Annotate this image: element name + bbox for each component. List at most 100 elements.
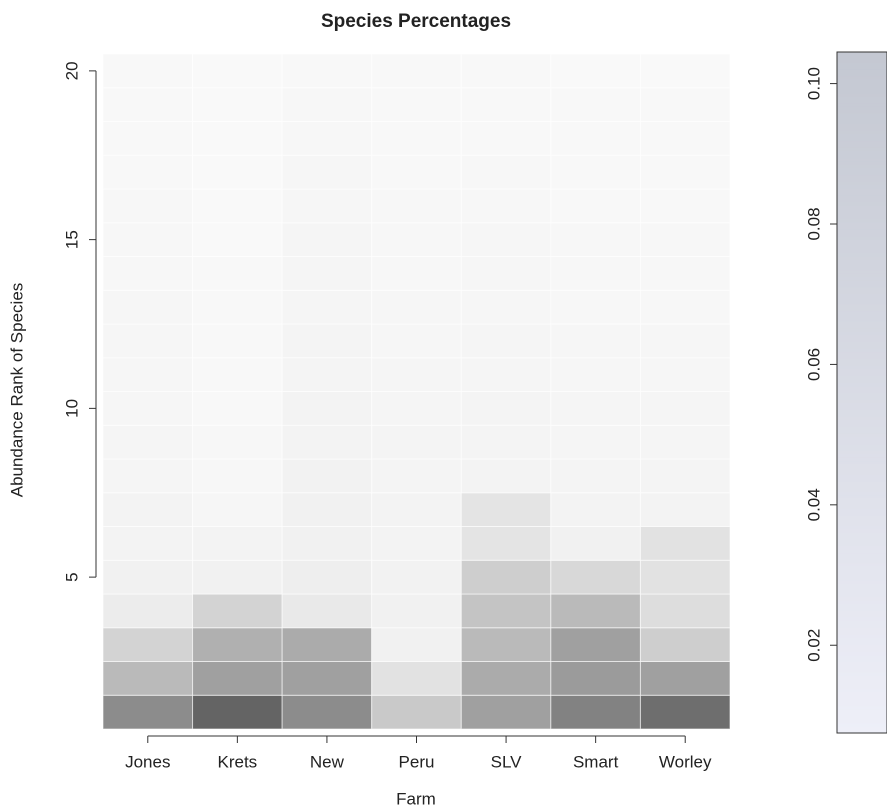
colorbar-strip (837, 259, 887, 264)
heat-cell (281, 53, 373, 89)
heat-cell (639, 424, 731, 460)
heat-cell (550, 492, 641, 527)
colorbar-strip (837, 688, 887, 693)
heat-cell (371, 458, 462, 494)
colorbar-strip (837, 341, 887, 346)
colorbar-strip (837, 201, 887, 206)
y-tick-label: 20 (62, 61, 81, 80)
heat-cell (550, 458, 641, 494)
heat-cell (460, 357, 552, 392)
heat-cell (102, 627, 194, 662)
colorbar-strip (837, 191, 887, 196)
heat-cell (639, 391, 731, 426)
heat-cell (281, 121, 373, 156)
colorbar-strip (837, 617, 887, 622)
colorbar-strip (837, 120, 887, 125)
heat-cell (639, 357, 731, 392)
colorbar-strip (837, 576, 887, 581)
colorbar-strip (837, 644, 887, 649)
heat-cell (550, 661, 641, 696)
heat-cell (192, 87, 283, 122)
x-tick-label: New (310, 752, 345, 771)
colorbar-strip (837, 545, 887, 550)
colorbar-strip (837, 365, 887, 370)
heat-cell (639, 121, 731, 156)
colorbar-strip (837, 109, 887, 114)
colorbar-tick-label: 0.08 (804, 207, 823, 240)
colorbar-strip (837, 361, 887, 366)
colorbar-strip (837, 651, 887, 656)
colorbar-strip (837, 487, 887, 492)
colorbar-strip (837, 494, 887, 499)
heat-cell (550, 627, 641, 662)
colorbar-strip (837, 143, 887, 148)
heat-cell (281, 627, 373, 662)
colorbar-strip (837, 89, 887, 94)
colorbar-strip (837, 477, 887, 482)
colorbar-strip (837, 181, 887, 186)
heat-cell (192, 424, 283, 460)
colorbar-strip (837, 528, 887, 533)
colorbar-strip (837, 266, 887, 271)
colorbar-strip (837, 457, 887, 462)
colorbar-strip (837, 327, 887, 332)
colorbar-strip (837, 712, 887, 717)
heat-cell (102, 256, 194, 291)
colorbar-strip (837, 331, 887, 336)
heat-cell (639, 458, 731, 494)
colorbar-strip (837, 726, 887, 731)
colorbar-strip (837, 218, 887, 223)
colorbar-strip (837, 566, 887, 571)
colorbar-strip (837, 474, 887, 479)
heat-cell (281, 154, 373, 190)
colorbar-strip (837, 167, 887, 172)
colorbar-strip (837, 174, 887, 179)
colorbar-strip (837, 641, 887, 645)
colorbar-strip (837, 552, 887, 557)
colorbar-tick-label: 0.10 (804, 67, 823, 100)
heat-cell (102, 222, 194, 257)
colorbar-strip (837, 58, 887, 63)
colorbar-strip (837, 368, 887, 373)
colorbar-strip (837, 164, 887, 169)
colorbar-strip (837, 470, 887, 475)
heat-cell (371, 593, 462, 629)
colorbar-strip (837, 385, 887, 390)
colorbar-strip (837, 579, 887, 584)
heat-cell (192, 121, 283, 156)
colorbar-strip (837, 82, 887, 87)
colorbar-strip (837, 283, 887, 288)
colorbar-strip (837, 532, 887, 537)
colorbar-strip (837, 79, 887, 84)
colorbar-strip (837, 681, 887, 686)
colorbar-strip (837, 286, 887, 291)
colorbar-strip (837, 235, 887, 240)
heat-cell (371, 121, 462, 156)
colorbar-strip (837, 406, 887, 411)
heat-cell (550, 559, 641, 595)
colorbar-strip (837, 358, 887, 363)
heat-cell (102, 694, 194, 730)
colorbar-strip (837, 549, 887, 554)
heat-cell (460, 121, 552, 156)
colorbar-strip (837, 242, 887, 247)
colorbar-strip (837, 314, 887, 319)
heat-cell (371, 492, 462, 527)
heat-cell (281, 289, 373, 325)
colorbar-strip (837, 372, 887, 376)
colorbar-strip (837, 467, 887, 472)
colorbar-strip (837, 705, 887, 710)
heat-cell (281, 694, 373, 730)
colorbar-strip (837, 416, 887, 421)
colorbar-strip (837, 96, 887, 101)
colorbar-strip (837, 69, 887, 73)
colorbar-strip (837, 225, 887, 230)
colorbar-strip (837, 320, 887, 325)
colorbar-strip (837, 450, 887, 455)
colorbar-strip (837, 402, 887, 407)
y-axis-label: Abundance Rank of Species (7, 283, 26, 498)
x-axis-label: Farm (396, 789, 436, 808)
heat-cell (102, 357, 194, 392)
heat-cell (192, 526, 283, 561)
heat-cell (281, 323, 373, 359)
